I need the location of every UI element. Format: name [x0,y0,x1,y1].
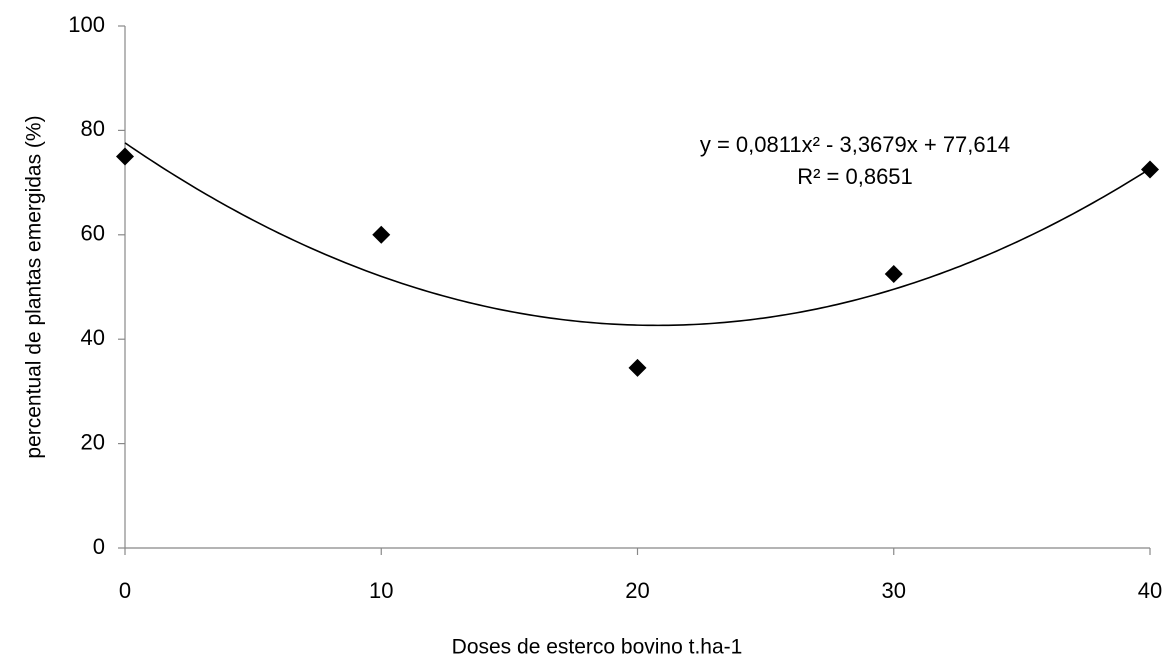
data-point [116,148,134,166]
x-tick-label: 40 [1138,578,1162,603]
chart: Doses de esterco bovino t.ha-1 percentua… [0,0,1167,661]
y-tick-label: 20 [81,429,105,454]
data-point [1141,161,1159,179]
data-point [885,265,903,283]
y-tick-label: 100 [68,12,105,37]
y-tick-label: 80 [81,116,105,141]
y-tick-label: 60 [81,221,105,246]
y-tick-label: 40 [81,325,105,350]
x-tick-label: 30 [882,578,906,603]
trendline [125,143,1150,326]
data-point [629,359,647,377]
x-axis-title: Doses de esterco bovino t.ha-1 [452,636,743,659]
x-tick-label: 20 [625,578,649,603]
data-point [372,226,390,244]
x-tick-label: 0 [119,578,131,603]
trendline-equation: y = 0,0811x² - 3,3679x + 77,614 [700,132,1010,157]
y-tick-label: 0 [93,534,105,559]
x-tick-label: 10 [369,578,393,603]
y-axis-title: percentual de plantas emergidas (%) [23,115,46,458]
r-squared: R² = 0,8651 [797,164,913,189]
